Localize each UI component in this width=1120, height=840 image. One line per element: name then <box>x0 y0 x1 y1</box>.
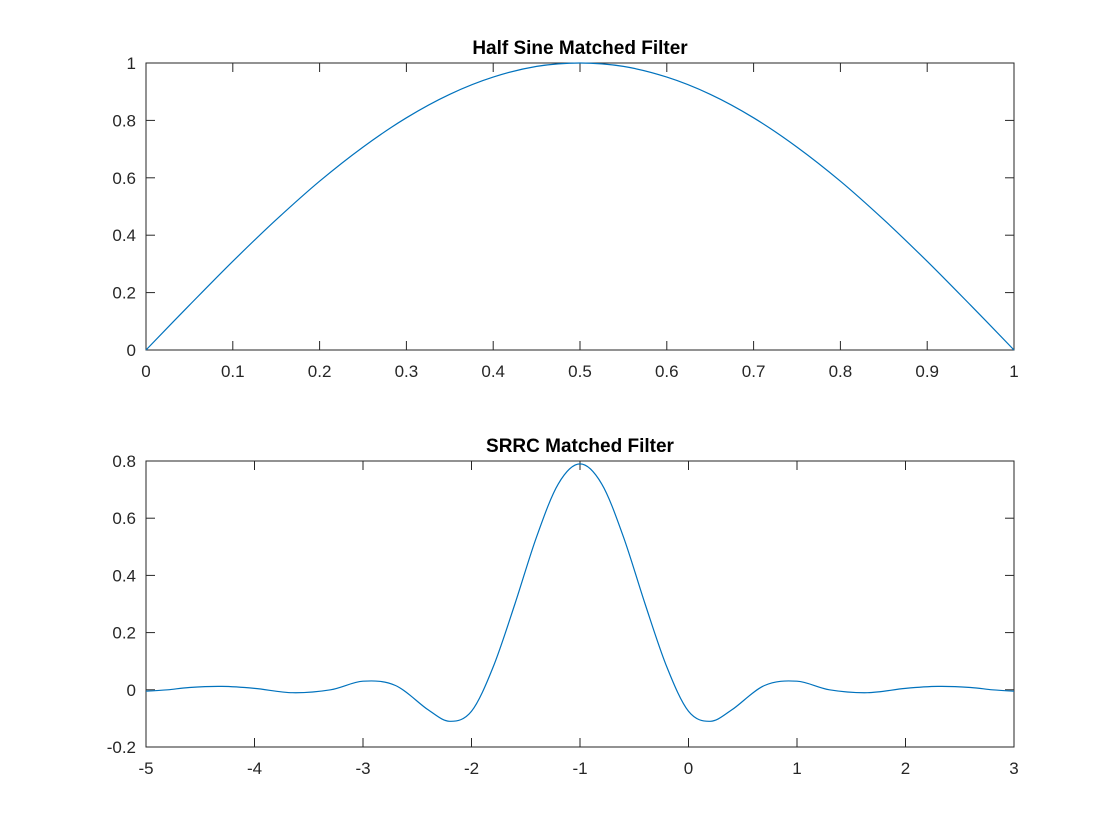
x-tick-label: 0.6 <box>655 362 679 381</box>
x-tick-label: 0 <box>684 759 693 778</box>
x-tick-label: 0 <box>141 362 150 381</box>
x-tick-label: -5 <box>138 759 153 778</box>
y-tick-label: 1 <box>127 54 136 73</box>
y-tick-label: 0.4 <box>112 566 136 585</box>
y-tick-label: 0.8 <box>112 111 136 130</box>
axes-box-half-sine <box>145 62 1015 351</box>
x-tick-label: 1 <box>792 759 801 778</box>
y-tick-label: 0 <box>127 341 136 360</box>
x-tick-label: 1 <box>1009 362 1018 381</box>
x-tick-label: 0.4 <box>481 362 505 381</box>
y-tick-label: 0.8 <box>112 452 136 471</box>
y-tick-label: -0.2 <box>107 738 136 757</box>
x-tick-label: 0.3 <box>395 362 419 381</box>
axes-title-srrc: SRRC Matched Filter <box>486 436 675 457</box>
x-tick-label: 0.7 <box>742 362 766 381</box>
tick-group-srrc: -5 -4 -3 -2 -1 0 1 2 3 -0.2 0 0.2 0.4 0.6 0.8 <box>107 452 1019 778</box>
x-tick-label: 3 <box>1009 759 1018 778</box>
axes-box-srrc <box>145 460 1015 748</box>
x-tick-label: 0.2 <box>308 362 332 381</box>
x-tick-label: 0.8 <box>829 362 853 381</box>
axes-title-half-sine: Half Sine Matched Filter <box>472 38 688 59</box>
y-tick-label: 0.4 <box>112 226 136 245</box>
y-tick-label: 0.6 <box>112 509 136 528</box>
x-tick-label: 2 <box>901 759 910 778</box>
y-tick-label: 0 <box>127 681 136 700</box>
axes-srrc: SRRC Matched Filter -5 -4 -3 -2 -1 0 1 2 3 -0.2 0 0… <box>107 436 1019 778</box>
x-tick-label: -4 <box>247 759 262 778</box>
y-tick-label: 0.6 <box>112 169 136 188</box>
plot-lines-srrc <box>145 463 1015 722</box>
series-line-half-sine <box>145 62 1015 351</box>
y-tick-label: 0.2 <box>112 284 136 303</box>
x-tick-label: 0.9 <box>915 362 939 381</box>
x-tick-label: -1 <box>572 759 587 778</box>
series-line-srrc <box>145 463 1015 722</box>
plot-lines-half-sine <box>145 62 1015 351</box>
y-tick-label: 0.2 <box>112 624 136 643</box>
x-tick-label: 0.5 <box>568 362 592 381</box>
tick-group-half-sine: 0 0.1 0.2 0.3 0.4 0.5 0.6 0.7 0.8 0.9 1 0 0.2 0.4 0.6 0… <box>112 54 1018 381</box>
x-tick-label: 0.1 <box>221 362 245 381</box>
x-tick-label: -2 <box>464 759 479 778</box>
x-tick-label: -3 <box>355 759 370 778</box>
axes-half-sine: Half Sine Matched Filter 0 0.1 0.2 0.3 0.4 0.… <box>112 38 1018 381</box>
